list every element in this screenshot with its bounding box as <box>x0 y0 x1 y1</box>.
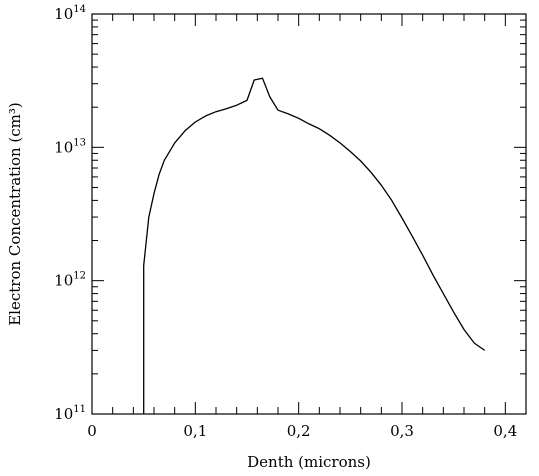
x-tick-label: 0,2 <box>287 422 311 440</box>
x-tick-label: 0,3 <box>390 422 414 440</box>
y-axis-label: Electron Concentration (cm³) <box>6 102 24 326</box>
series-line <box>143 77 486 414</box>
x-axis-label: Denth (microns) <box>247 453 371 471</box>
y-tick-label: 1014 <box>54 4 86 23</box>
x-tick-label: 0,4 <box>493 422 517 440</box>
x-tick-label: 0,1 <box>183 422 207 440</box>
ticks-layer <box>91 14 527 415</box>
tick-labels-layer: 0 0,1 0,2 0,3 0,4 1011 1012 1013 1014 <box>54 4 517 440</box>
x-tick-label: 0 <box>87 422 97 440</box>
y-tick-label: 1013 <box>54 137 86 156</box>
plot-frame <box>91 13 527 415</box>
y-tick-label: 1012 <box>54 271 86 290</box>
series-layer <box>143 77 486 414</box>
y-tick-label: 1011 <box>54 404 86 423</box>
